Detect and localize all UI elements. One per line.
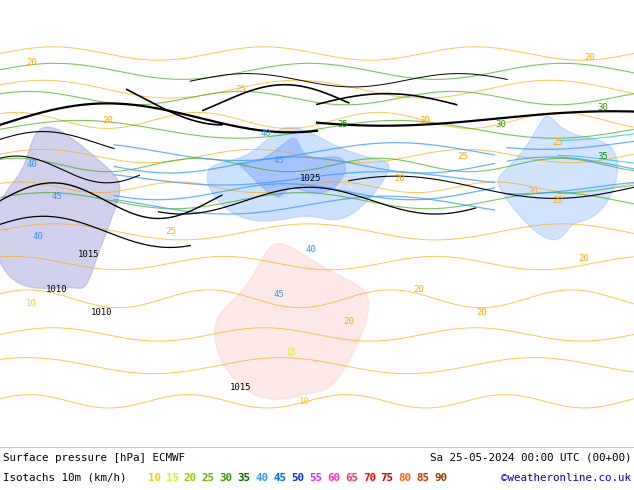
Text: 40: 40 [256, 473, 268, 483]
Text: 20: 20 [344, 317, 354, 325]
Text: 20: 20 [103, 116, 113, 125]
Text: 15: 15 [166, 473, 179, 483]
Text: 40: 40 [27, 161, 37, 170]
Text: 25: 25 [166, 227, 176, 236]
Text: Sa 25-05-2024 00:00 UTC (00+00): Sa 25-05-2024 00:00 UTC (00+00) [429, 453, 631, 463]
Text: 20: 20 [578, 254, 588, 263]
Text: 20: 20 [527, 187, 538, 196]
Text: 1015: 1015 [78, 250, 100, 259]
Polygon shape [498, 116, 618, 240]
Text: 50: 50 [291, 473, 304, 483]
Text: 35: 35 [597, 151, 607, 161]
Text: 70: 70 [363, 473, 376, 483]
Text: 20: 20 [184, 473, 197, 483]
Text: 1010: 1010 [46, 285, 68, 294]
Polygon shape [215, 244, 368, 399]
Text: 30: 30 [496, 121, 506, 129]
Text: 45: 45 [273, 473, 287, 483]
Text: 20: 20 [27, 58, 37, 67]
Text: 85: 85 [417, 473, 429, 483]
Text: 65: 65 [345, 473, 358, 483]
Text: 45: 45 [274, 290, 284, 299]
Text: 75: 75 [380, 473, 394, 483]
Text: 10: 10 [27, 299, 37, 308]
Text: 40: 40 [33, 232, 43, 241]
Polygon shape [0, 127, 120, 289]
Text: 45: 45 [274, 156, 284, 165]
Text: 25: 25 [236, 85, 246, 94]
Text: 35: 35 [337, 121, 347, 129]
Text: 15: 15 [287, 348, 297, 357]
Polygon shape [207, 127, 389, 221]
Text: 20: 20 [394, 174, 404, 183]
Text: 1010: 1010 [91, 308, 112, 317]
Text: 30: 30 [219, 473, 233, 483]
Text: 25: 25 [458, 151, 468, 161]
Text: 20: 20 [413, 285, 424, 294]
Text: 45: 45 [52, 192, 62, 201]
Text: 10: 10 [299, 397, 309, 406]
Text: 20: 20 [477, 308, 487, 317]
Text: 40: 40 [261, 129, 271, 138]
Text: 55: 55 [309, 473, 322, 483]
Text: 25: 25 [553, 138, 563, 147]
Text: 20: 20 [585, 53, 595, 62]
Text: 25: 25 [202, 473, 215, 483]
Text: 80: 80 [399, 473, 411, 483]
Text: 20: 20 [553, 196, 563, 205]
Text: ©weatheronline.co.uk: ©weatheronline.co.uk [501, 473, 631, 483]
Text: 1015: 1015 [230, 384, 252, 392]
Text: 60: 60 [327, 473, 340, 483]
Text: 30: 30 [597, 102, 607, 112]
Text: 1025: 1025 [300, 174, 321, 183]
Text: 10: 10 [148, 473, 161, 483]
Text: 20: 20 [420, 116, 430, 125]
Text: Isotachs 10m (km/h): Isotachs 10m (km/h) [3, 473, 127, 483]
Text: 90: 90 [434, 473, 448, 483]
Text: Surface pressure [hPa] ECMWF: Surface pressure [hPa] ECMWF [3, 453, 185, 463]
Text: 40: 40 [306, 245, 316, 254]
Text: 35: 35 [238, 473, 250, 483]
Polygon shape [238, 138, 346, 196]
